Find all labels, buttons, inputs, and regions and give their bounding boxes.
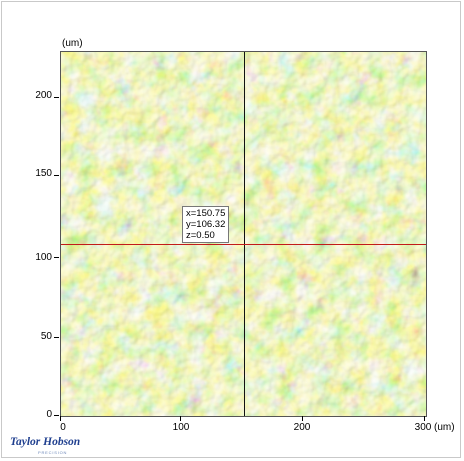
y-tick-mark — [54, 97, 59, 98]
x-tick-label: 200 — [293, 422, 311, 433]
logo-subtext: PRECISION — [38, 450, 68, 455]
surface-map-plot[interactable]: x=150.75 y=106.32 z=0.50 — [60, 51, 427, 417]
y-tick-mark — [54, 175, 59, 176]
cursor-horizontal-line[interactable] — [61, 244, 426, 245]
cursor-z-value: z=0.50 — [186, 230, 215, 241]
logo-text: Taylor Hobson — [10, 436, 81, 448]
cursor-readout: x=150.75 y=106.32 z=0.50 — [182, 206, 230, 243]
y-axis-unit-label: (um) — [62, 38, 83, 49]
y-tick-label: 50 — [40, 331, 52, 342]
y-tick-label: 100 — [35, 252, 52, 263]
cursor-x-value: x=150.75 — [186, 208, 226, 219]
surface-height-map[interactable] — [61, 52, 426, 416]
x-tick-mark — [424, 416, 425, 421]
x-tick-mark — [180, 416, 181, 421]
y-tick-label: 200 — [35, 90, 52, 101]
y-tick-label: 0 — [46, 409, 52, 420]
taylor-hobson-logo: Taylor Hobson PRECISION — [8, 433, 88, 459]
y-tick-label: 150 — [35, 168, 52, 179]
y-tick-mark — [54, 337, 59, 338]
map-shading — [61, 52, 426, 416]
x-axis-unit-label: (um) — [434, 422, 455, 433]
x-tick-mark — [60, 416, 61, 421]
y-tick-mark — [54, 415, 59, 416]
cursor-y-value: y=106.32 — [186, 219, 226, 230]
cursor-vertical-line[interactable] — [244, 52, 245, 416]
y-tick-mark — [54, 257, 59, 258]
x-tick-mark — [302, 416, 303, 421]
x-tick-label: 300 — [414, 422, 432, 433]
x-tick-label: 0 — [60, 422, 66, 433]
x-tick-label: 100 — [172, 422, 190, 433]
